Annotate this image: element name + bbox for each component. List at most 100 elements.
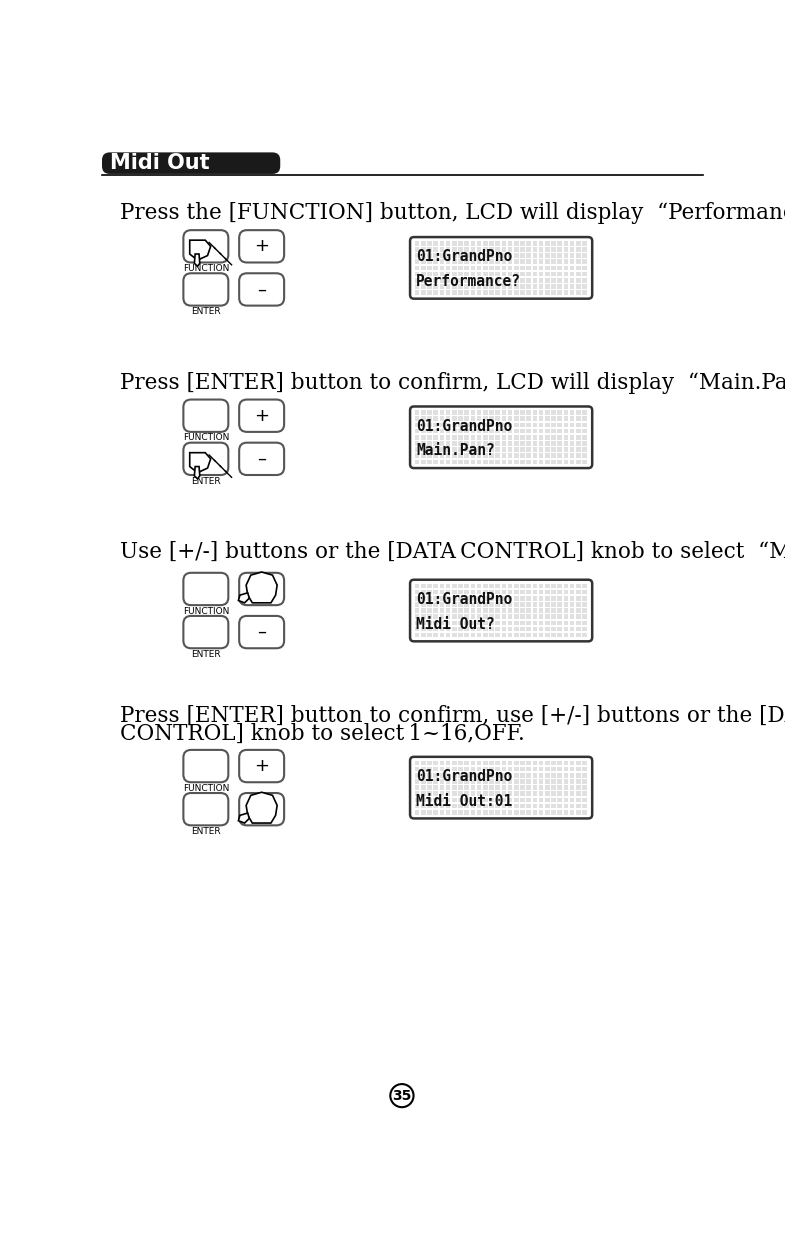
Bar: [539, 454, 543, 458]
Bar: [433, 632, 438, 637]
Bar: [433, 441, 438, 446]
Bar: [532, 265, 537, 270]
Bar: [421, 441, 425, 446]
Bar: [427, 773, 432, 778]
Bar: [551, 632, 556, 637]
Bar: [476, 583, 481, 588]
Bar: [551, 422, 556, 427]
Bar: [458, 798, 463, 802]
Bar: [564, 259, 568, 264]
Bar: [557, 627, 562, 631]
Bar: [464, 447, 469, 453]
Bar: [570, 627, 575, 631]
Bar: [514, 615, 519, 618]
Bar: [508, 454, 513, 458]
Bar: [570, 460, 575, 464]
Bar: [508, 773, 513, 778]
Bar: [520, 416, 524, 421]
Bar: [433, 798, 438, 802]
Bar: [508, 284, 513, 289]
Bar: [489, 810, 494, 815]
Bar: [576, 773, 581, 778]
Bar: [427, 441, 432, 446]
Bar: [532, 454, 537, 458]
Bar: [464, 615, 469, 618]
Bar: [446, 259, 451, 264]
Bar: [440, 615, 444, 618]
Bar: [446, 248, 451, 251]
Bar: [514, 259, 519, 264]
Bar: [440, 621, 444, 625]
Bar: [557, 798, 562, 802]
Bar: [514, 248, 519, 251]
Text: ENTER: ENTER: [191, 476, 221, 485]
Bar: [483, 602, 487, 607]
Bar: [427, 602, 432, 607]
Bar: [526, 773, 531, 778]
Bar: [520, 760, 524, 766]
Bar: [414, 435, 419, 440]
Bar: [520, 615, 524, 618]
Bar: [582, 447, 586, 453]
Bar: [414, 590, 419, 595]
Bar: [557, 767, 562, 772]
Bar: [502, 278, 506, 283]
Bar: [508, 429, 513, 434]
Bar: [421, 410, 425, 415]
Bar: [421, 429, 425, 434]
Bar: [452, 422, 457, 427]
Bar: [520, 627, 524, 631]
Bar: [576, 259, 581, 264]
Bar: [495, 435, 500, 440]
Bar: [489, 241, 494, 245]
Bar: [557, 272, 562, 277]
Bar: [532, 803, 537, 808]
Bar: [427, 621, 432, 625]
Bar: [452, 627, 457, 631]
Bar: [476, 760, 481, 766]
Bar: [440, 760, 444, 766]
Bar: [470, 627, 475, 631]
Text: ENTER: ENTER: [191, 307, 221, 317]
Bar: [446, 786, 451, 789]
Bar: [526, 435, 531, 440]
Bar: [446, 454, 451, 458]
Bar: [495, 760, 500, 766]
Bar: [582, 253, 586, 258]
Bar: [483, 590, 487, 595]
Bar: [433, 786, 438, 789]
Bar: [520, 241, 524, 245]
Bar: [446, 615, 451, 618]
Bar: [539, 632, 543, 637]
Bar: [464, 248, 469, 251]
Bar: [458, 608, 463, 613]
Bar: [495, 602, 500, 607]
Bar: [464, 632, 469, 637]
Bar: [557, 460, 562, 464]
Bar: [464, 590, 469, 595]
Bar: [532, 429, 537, 434]
Bar: [526, 583, 531, 588]
Bar: [427, 767, 432, 772]
Bar: [545, 773, 550, 778]
Bar: [483, 596, 487, 601]
Bar: [458, 760, 463, 766]
Bar: [576, 265, 581, 270]
Bar: [502, 429, 506, 434]
Bar: [532, 590, 537, 595]
FancyBboxPatch shape: [184, 616, 228, 649]
Bar: [433, 278, 438, 283]
Bar: [502, 241, 506, 245]
Bar: [539, 602, 543, 607]
Bar: [464, 779, 469, 784]
FancyBboxPatch shape: [239, 400, 284, 432]
Bar: [483, 241, 487, 245]
Bar: [440, 435, 444, 440]
Bar: [551, 779, 556, 784]
Bar: [514, 792, 519, 796]
Bar: [539, 773, 543, 778]
Bar: [532, 615, 537, 618]
Bar: [476, 429, 481, 434]
Bar: [576, 615, 581, 618]
Bar: [470, 259, 475, 264]
